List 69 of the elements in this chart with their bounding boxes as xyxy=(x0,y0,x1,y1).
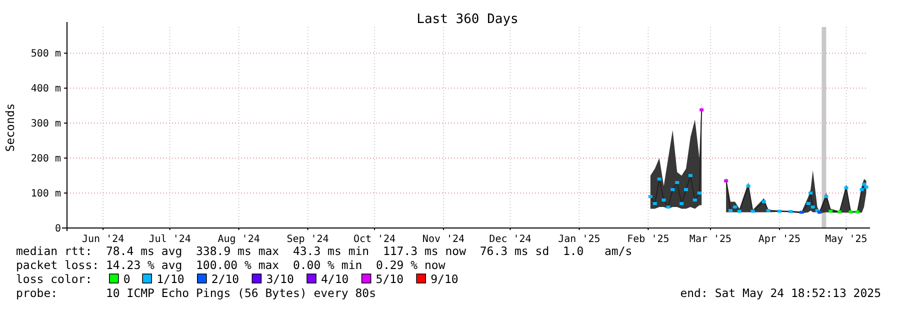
point xyxy=(788,210,793,214)
point xyxy=(777,210,782,213)
point xyxy=(657,178,662,181)
x-tick-label: Jul '24 xyxy=(148,234,191,245)
point xyxy=(766,209,770,212)
point xyxy=(675,181,680,184)
point xyxy=(762,200,766,204)
text: packet loss: 14.23 % avg 100.00 % max 0.00 % min 0.29 % now xyxy=(16,258,446,272)
point xyxy=(732,206,737,209)
y-tick-label: 200 m xyxy=(30,154,61,165)
point xyxy=(844,186,848,190)
point xyxy=(828,210,833,213)
point xyxy=(724,179,728,182)
point xyxy=(728,209,733,212)
y-tick-label: 300 m xyxy=(30,118,61,130)
x-tick-label: Jun '24 xyxy=(82,234,124,245)
x-tick-label: Apr '25 xyxy=(758,234,801,245)
point xyxy=(860,188,864,192)
x-tick-label: May '25 xyxy=(825,234,868,245)
point xyxy=(800,210,804,214)
point xyxy=(666,206,670,209)
point xyxy=(684,188,688,192)
point xyxy=(648,195,652,198)
legend-label: 2/10 xyxy=(211,272,240,286)
point xyxy=(697,192,702,195)
point xyxy=(680,202,684,206)
point xyxy=(750,210,755,213)
point xyxy=(808,192,813,195)
point xyxy=(688,174,692,178)
point xyxy=(692,198,697,202)
y-tick-label: 0 xyxy=(54,224,61,234)
legend-label: 3/10 xyxy=(266,272,294,286)
legend-label: 4/10 xyxy=(321,272,349,286)
point xyxy=(818,210,822,214)
x-tick-label: Mar '25 xyxy=(689,234,732,245)
y-tick-label: 500 m xyxy=(30,48,61,60)
point xyxy=(806,202,810,206)
x-tick-label: Dec '24 xyxy=(489,234,532,245)
point xyxy=(737,210,742,213)
legend-label: 9/10 xyxy=(430,272,458,286)
point xyxy=(810,206,815,209)
chart-title: Last 360 Days xyxy=(416,12,518,27)
legend-label: 1/10 xyxy=(156,272,184,286)
text: probe: 10 ICMP Echo Pings (56 Bytes) every 80s xyxy=(16,286,376,300)
point xyxy=(746,184,750,188)
y-tick-label: 400 m xyxy=(30,84,61,95)
legend-label: 5/10 xyxy=(376,272,404,286)
text: end: Sat May 24 18:52:13 2025 xyxy=(680,286,881,300)
point xyxy=(862,182,866,186)
text: median rtt: 78.4 ms avg 338.9 ms max 43.3 ms min 117.3 ms now 76.3 ms sd 1.0 am/s xyxy=(16,244,632,258)
point xyxy=(855,210,860,214)
x-tick-label: Jan '25 xyxy=(558,234,600,245)
y-tick-label: 100 m xyxy=(30,188,61,200)
x-tick-label: Nov '24 xyxy=(422,234,465,245)
point xyxy=(824,195,828,198)
point xyxy=(838,210,842,214)
x-tick-label: Feb '25 xyxy=(627,234,670,245)
x-tick-label: Oct '24 xyxy=(353,234,396,245)
point xyxy=(652,202,657,206)
y-axis-title: Seconds xyxy=(3,103,17,152)
x-tick-label: Aug '24 xyxy=(218,234,260,245)
x-tick-label: Sep '24 xyxy=(286,234,329,245)
legend-label: 0 xyxy=(123,272,130,286)
legend-title: loss color: xyxy=(16,272,92,286)
point xyxy=(670,188,675,192)
point xyxy=(864,186,868,189)
point xyxy=(700,108,704,112)
point xyxy=(662,198,666,202)
point xyxy=(848,210,853,214)
